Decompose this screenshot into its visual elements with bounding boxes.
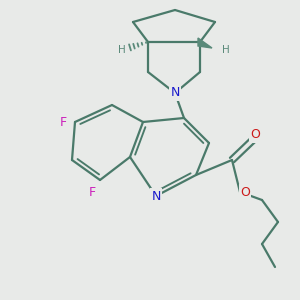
Text: N: N xyxy=(170,86,180,100)
Text: F: F xyxy=(88,185,96,199)
Polygon shape xyxy=(198,38,212,48)
Text: O: O xyxy=(240,185,250,199)
Text: H: H xyxy=(118,45,126,55)
Text: H: H xyxy=(222,45,230,55)
Text: O: O xyxy=(250,128,260,142)
Text: F: F xyxy=(59,116,67,128)
Text: N: N xyxy=(151,190,161,202)
